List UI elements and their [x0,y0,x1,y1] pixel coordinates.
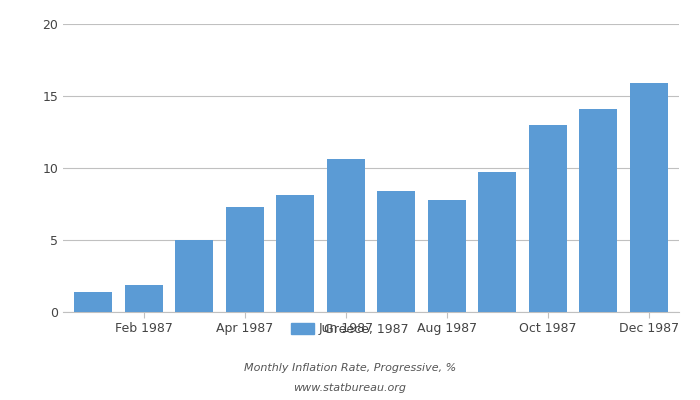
Bar [528,125,567,312]
Bar [377,191,415,312]
Bar [276,195,314,312]
Bar [125,285,162,312]
Bar [74,292,112,312]
Bar [580,109,617,312]
Text: Monthly Inflation Rate, Progressive, %: Monthly Inflation Rate, Progressive, % [244,363,456,373]
Bar [428,200,466,312]
Text: www.statbureau.org: www.statbureau.org [293,383,407,393]
Legend: Greece, 1987: Greece, 1987 [291,323,409,336]
Bar [630,83,668,312]
Bar [478,172,516,312]
Bar [226,207,264,312]
Bar [327,159,365,312]
Bar [175,240,214,312]
